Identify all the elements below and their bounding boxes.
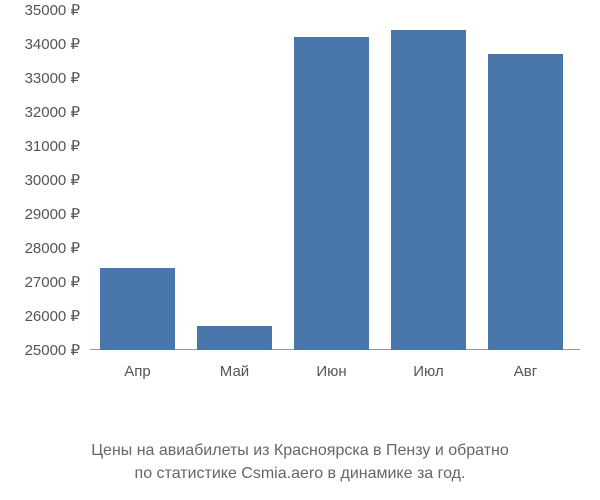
x-tick-label: Апр xyxy=(124,363,150,380)
x-tick-label: Авг xyxy=(514,363,537,380)
y-tick-label: 26000 ₽ xyxy=(25,307,80,325)
x-tick-label: Июн xyxy=(316,363,346,380)
y-tick-label: 28000 ₽ xyxy=(25,239,80,257)
y-tick-label: 34000 ₽ xyxy=(25,35,80,53)
y-tick-label: 31000 ₽ xyxy=(25,137,80,155)
chart-caption: Цены на авиабилеты из Красноярска в Пенз… xyxy=(0,440,600,485)
y-tick-label: 25000 ₽ xyxy=(25,341,80,359)
bar xyxy=(391,30,466,350)
y-tick-label: 32000 ₽ xyxy=(25,103,80,121)
y-tick-label: 33000 ₽ xyxy=(25,69,80,87)
bar xyxy=(488,54,563,350)
x-tick-label: Июл xyxy=(413,363,443,380)
y-tick-label: 30000 ₽ xyxy=(25,171,80,189)
y-tick-label: 29000 ₽ xyxy=(25,205,80,223)
bar-chart: Апр Май Июн Июл Авг xyxy=(90,10,580,390)
y-tick-label: 35000 ₽ xyxy=(25,1,80,19)
y-axis: 25000 ₽ 26000 ₽ 27000 ₽ 28000 ₽ 29000 ₽ 30000… xyxy=(0,10,90,390)
bar xyxy=(294,37,369,350)
caption-line1: Цены на авиабилеты из Красноярска в Пенз… xyxy=(91,442,509,459)
y-tick-label: 27000 ₽ xyxy=(25,273,80,291)
caption-line2: по статистике Csmia.aero в динамике за г… xyxy=(135,465,466,482)
bar xyxy=(100,268,175,350)
bar xyxy=(197,326,272,350)
x-tick-label: Май xyxy=(220,363,249,380)
